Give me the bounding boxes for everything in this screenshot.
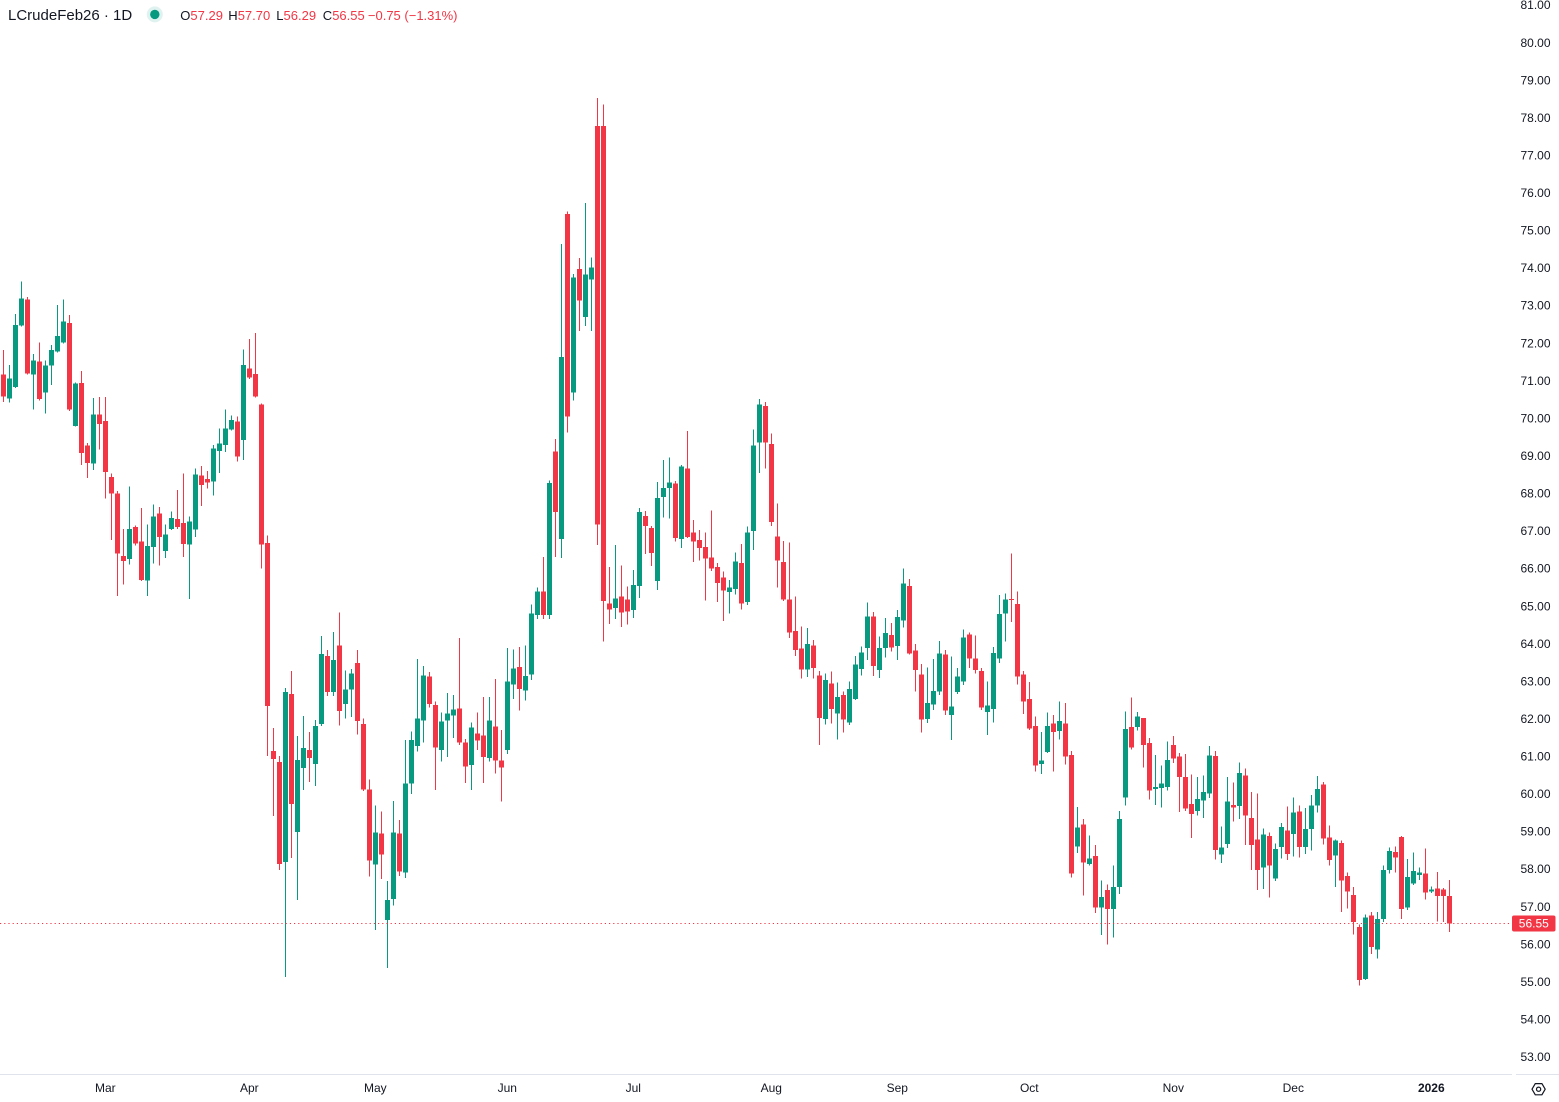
svg-text:Apr: Apr <box>240 1081 259 1095</box>
svg-text:53.00: 53.00 <box>1521 1050 1551 1064</box>
svg-text:79.00: 79.00 <box>1521 73 1551 87</box>
svg-text:75.00: 75.00 <box>1521 224 1551 238</box>
svg-text:61.00: 61.00 <box>1521 750 1551 764</box>
svg-text:Mar: Mar <box>95 1081 116 1095</box>
svg-text:66.00: 66.00 <box>1521 562 1551 576</box>
svg-text:72.00: 72.00 <box>1521 336 1551 350</box>
svg-text:63.00: 63.00 <box>1521 674 1551 688</box>
svg-text:May: May <box>364 1081 387 1095</box>
svg-text:2026: 2026 <box>1418 1081 1445 1095</box>
svg-text:67.00: 67.00 <box>1521 524 1551 538</box>
svg-text:54.00: 54.00 <box>1521 1013 1551 1027</box>
svg-text:71.00: 71.00 <box>1521 374 1551 388</box>
svg-text:56.55: 56.55 <box>1519 917 1549 931</box>
svg-text:68.00: 68.00 <box>1521 487 1551 501</box>
svg-text:80.00: 80.00 <box>1521 36 1551 50</box>
svg-text:78.00: 78.00 <box>1521 111 1551 125</box>
svg-text:55.00: 55.00 <box>1521 975 1551 989</box>
svg-text:64.00: 64.00 <box>1521 637 1551 651</box>
svg-text:74.00: 74.00 <box>1521 261 1551 275</box>
svg-text:73.00: 73.00 <box>1521 299 1551 313</box>
svg-text:Nov: Nov <box>1163 1081 1184 1095</box>
svg-text:LCrudeFeb26 · 1D: LCrudeFeb26 · 1D <box>8 7 132 24</box>
svg-text:Dec: Dec <box>1283 1081 1304 1095</box>
svg-text:77.00: 77.00 <box>1521 149 1551 163</box>
svg-text:60.00: 60.00 <box>1521 787 1551 801</box>
svg-text:81.00: 81.00 <box>1521 0 1551 12</box>
svg-text:62.00: 62.00 <box>1521 712 1551 726</box>
svg-text:56.00: 56.00 <box>1521 937 1551 951</box>
svg-text:76.00: 76.00 <box>1521 186 1551 200</box>
svg-text:58.00: 58.00 <box>1521 862 1551 876</box>
svg-text:59.00: 59.00 <box>1521 825 1551 839</box>
svg-text:65.00: 65.00 <box>1521 599 1551 613</box>
svg-text:70.00: 70.00 <box>1521 411 1551 425</box>
svg-text:69.00: 69.00 <box>1521 449 1551 463</box>
svg-text:Aug: Aug <box>761 1081 782 1095</box>
svg-text:Sep: Sep <box>887 1081 909 1095</box>
svg-text:57.00: 57.00 <box>1521 900 1551 914</box>
svg-text:Jul: Jul <box>626 1081 641 1095</box>
svg-text:Oct: Oct <box>1020 1081 1039 1095</box>
svg-text:Jun: Jun <box>498 1081 517 1095</box>
